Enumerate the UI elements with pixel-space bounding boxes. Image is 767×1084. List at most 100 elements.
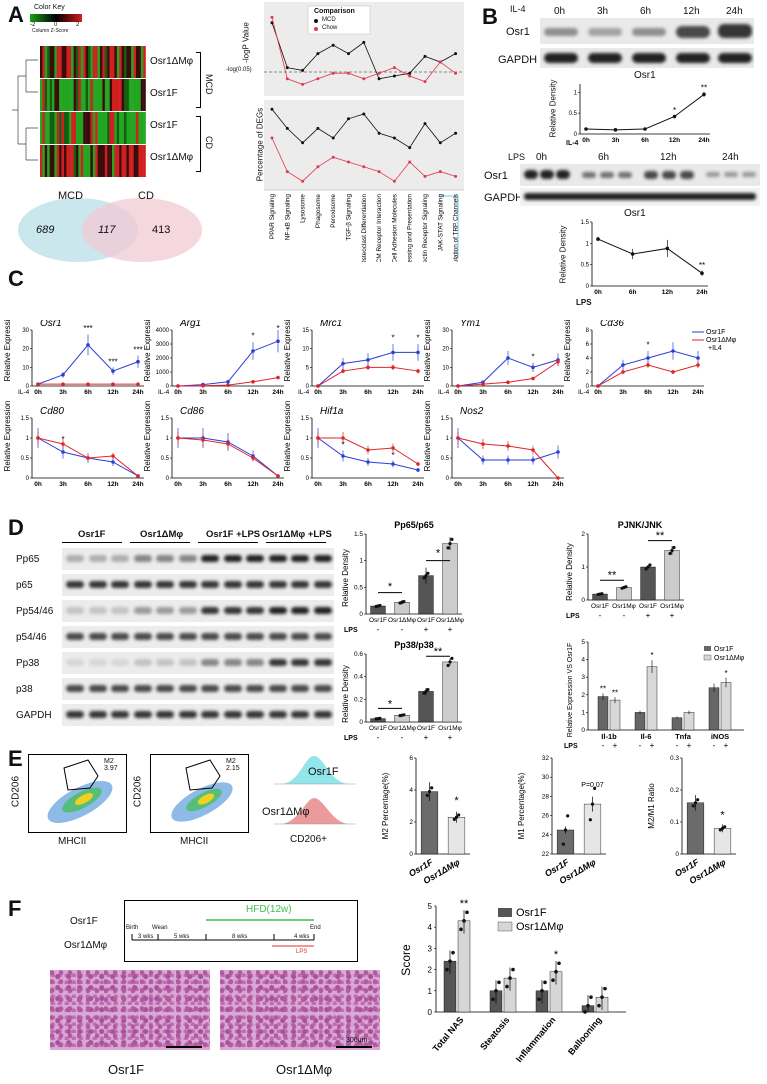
f-genotype-2: Osr1ΔMφ: [64, 940, 108, 951]
heat-cell: [107, 112, 110, 144]
heat-cell: [59, 145, 62, 177]
pathway-chow-line-bottom-point: [270, 136, 274, 140]
lps-sign: +: [448, 733, 453, 742]
bracket-cd: [196, 116, 201, 172]
data-dot: [451, 950, 455, 955]
lps-label: LPS: [566, 613, 580, 620]
x-tick-label: 6h: [644, 389, 652, 396]
heat-cell: [90, 112, 93, 144]
heat-cell: [80, 79, 84, 111]
heat-cell: [133, 112, 137, 144]
e-hist-label-2: Osr1ΔMφ: [262, 806, 310, 818]
x-tick-label: 6h: [629, 289, 637, 296]
heat-row-3: Osr1F: [150, 120, 178, 131]
y-tick-label: 15: [302, 328, 309, 334]
heat-cell: [80, 112, 84, 144]
pathway-mcd-line-top-point: [316, 52, 320, 56]
x-tick-label: 6h: [364, 481, 372, 488]
pathway-mcd-line-bottom-point: [331, 136, 335, 140]
data-point: [481, 442, 485, 446]
y-tick-label: 30: [542, 774, 550, 781]
pathway-chow-line-top-point: [316, 77, 320, 81]
pathway-chow-line-bottom-point: [331, 155, 335, 159]
b-blot-gapdh-lps: [520, 188, 760, 206]
pathway-chow-line-bottom-point: [347, 160, 350, 164]
e-ylabel: M2/M1 Ratio: [647, 783, 656, 829]
heat-cell: [80, 46, 84, 78]
bar: [609, 699, 621, 731]
heat-cell: [54, 112, 57, 144]
heat-cell: [59, 46, 62, 78]
heat-cell: [56, 79, 60, 111]
heatmap: [12, 46, 146, 177]
heat-cell: [119, 46, 122, 78]
d-group-line: [130, 542, 190, 543]
b-chart-lps: 0 0.5 1 1.5 0h 6h 12h 24h **: [581, 220, 708, 296]
x-tick-label: 3h: [199, 481, 207, 488]
heat-cell: [104, 145, 108, 177]
data-point: [391, 446, 395, 450]
pathway-ylabel-top: -logP Value: [241, 22, 251, 63]
gene-label: Cd36: [600, 320, 624, 329]
data-dot: [402, 713, 406, 717]
y-tick-label: 5: [306, 365, 310, 371]
pathway-chow-line-bottom-point: [285, 170, 289, 174]
f-he-image-1: [50, 970, 210, 1050]
x-cat-label: Steatosis: [478, 1015, 511, 1052]
y-tick-label: 1000: [156, 370, 170, 376]
heat-cell: [126, 145, 129, 177]
x-tick-label: 24h: [698, 137, 709, 144]
color-key-tick-3: 2: [76, 22, 80, 28]
data-dot: [459, 927, 463, 932]
pathway-mcd-line-bottom-point: [285, 126, 289, 130]
heat-cell: [107, 145, 110, 177]
f-scale-bar-1: [166, 1046, 202, 1048]
heat-cell: [136, 112, 139, 144]
data-point: [556, 450, 560, 454]
d-band: [201, 711, 219, 718]
data-dot: [693, 801, 698, 805]
heat-cell: [73, 79, 77, 111]
heat-cell: [66, 79, 69, 111]
bar: [683, 712, 695, 731]
data-point: [556, 476, 560, 480]
heat-cell: [44, 145, 48, 177]
data-point: [226, 383, 230, 387]
data-point: [646, 363, 650, 367]
pathway-chow-line-top-point: [377, 71, 381, 75]
d-band: [223, 633, 242, 640]
heat-cell: [124, 79, 127, 111]
heat-cell: [78, 112, 81, 144]
data-point: [136, 474, 140, 478]
pathway-chow-line-top-point: [454, 71, 458, 75]
data-dot: [589, 995, 593, 999]
d-band: [88, 581, 107, 588]
heat-cell: [52, 112, 55, 144]
data-point: [36, 436, 40, 440]
data-dot: [450, 656, 454, 660]
x-tick-label: 0h: [314, 481, 322, 488]
heat-row-4: Osr1ΔMφ: [150, 152, 194, 163]
y-tick-label: 8: [586, 328, 590, 334]
d-band: [133, 633, 152, 640]
heat-row-1: Osr1ΔMφ: [150, 56, 194, 67]
pathway-mcd-line-bottom-point: [377, 131, 381, 135]
data-point: [643, 127, 647, 131]
data-dot: [446, 663, 450, 668]
gene-label: Mrc1: [320, 320, 342, 329]
b-row-osr1-a: Osr1: [506, 26, 530, 38]
d-row-label: Pp54/46: [16, 606, 54, 617]
pathway-mcd-line-top-point: [331, 43, 335, 47]
data-point: [136, 359, 140, 364]
data-dot: [422, 576, 426, 580]
x-tick-label: 3h: [59, 389, 67, 396]
data-point: [251, 349, 255, 353]
y-tick-label: 2: [586, 370, 590, 376]
data-dot: [494, 989, 498, 993]
pathway-mcd-line-top-point: [377, 77, 381, 81]
dendrogram: [12, 59, 38, 161]
data-point: [61, 442, 65, 446]
d-ylabel: Relative Density: [565, 543, 574, 601]
heat-cell: [121, 46, 125, 78]
d-band: [291, 581, 309, 588]
